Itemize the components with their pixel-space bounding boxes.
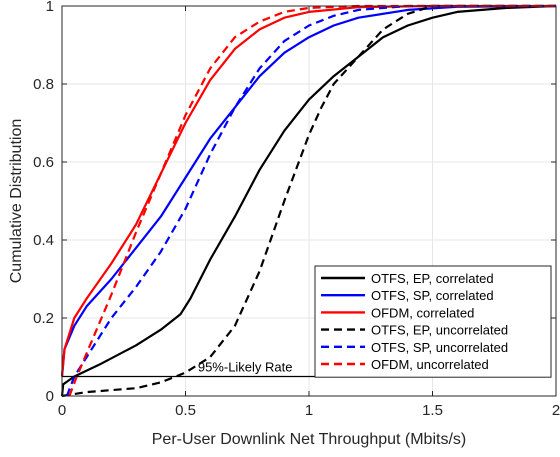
series-line-0: [60, 4, 557, 397]
y-tick-label: 0.2: [33, 310, 54, 327]
x-tick-label: 0: [58, 402, 66, 419]
legend-label-2: OFDM, correlated: [371, 305, 474, 320]
plot-area: 95%-Likely Rate: [60, 4, 557, 398]
legend-label-1: OTFS, SP, correlated: [371, 288, 494, 303]
legend-box: [314, 265, 552, 378]
likely-rate-label: 95%-Likely Rate: [198, 360, 293, 375]
legend-label-0: OTFS, EP, correlated: [371, 271, 494, 286]
y-tick-label: 0: [46, 388, 54, 405]
y-tick-label: 0.4: [33, 232, 54, 249]
y-tick-label: 0.6: [33, 154, 54, 171]
y-tick-label: 1: [46, 0, 54, 15]
series-line-3: [61, 4, 556, 398]
legend-label-4: OTFS, SP, uncorrelated: [371, 340, 508, 355]
legend-label-5: OFDM, uncorrelated: [371, 357, 489, 372]
y-tick-label: 0.8: [33, 76, 54, 93]
axis-ticks: 0 0.5 1 1.5 2 0 0.2 0.4 0.6 0.8 1: [33, 0, 560, 419]
x-tick-label: 1: [305, 402, 313, 419]
legend-label-3: OTFS, EP, uncorrelated: [371, 323, 508, 338]
x-axis-label: Per-User Downlink Net Throughput (Mbits/…: [152, 431, 466, 448]
x-tick-label: 0.5: [175, 402, 196, 419]
legend: OTFS, EP, correlated OTFS, SP, correlated…: [314, 265, 552, 378]
x-tick-label: 1.5: [422, 402, 443, 419]
x-tick-label: 2: [552, 402, 560, 419]
series-line-4: [65, 4, 556, 397]
series-line-2: [60, 4, 556, 377]
series-line-1: [60, 4, 557, 377]
series-line-5: [68, 4, 556, 397]
y-axis-label: Cumulative Distribution: [8, 119, 25, 284]
